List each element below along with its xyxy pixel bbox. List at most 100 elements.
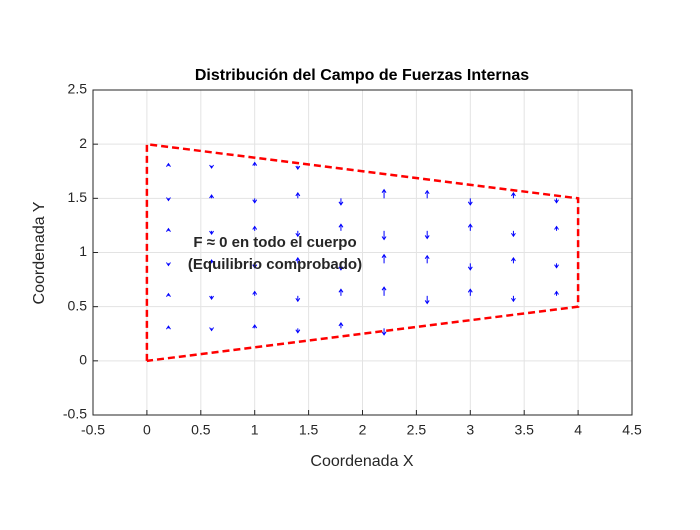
arrow	[209, 327, 214, 332]
arrow-head	[252, 264, 258, 269]
arrow-head	[467, 266, 473, 271]
arrow	[338, 263, 344, 271]
x-tick-label: 1.5	[299, 422, 319, 438]
arrow	[554, 198, 559, 204]
arrow-head	[252, 324, 258, 329]
arrow	[209, 259, 214, 264]
arrow-head	[467, 223, 473, 228]
arrow-head	[511, 297, 516, 303]
arrow-head	[424, 235, 430, 240]
arrow-head	[209, 259, 214, 264]
arrow	[554, 290, 559, 296]
arrow	[252, 324, 258, 329]
arrow-head	[209, 164, 214, 169]
arrow	[467, 198, 473, 206]
arrow	[166, 227, 171, 232]
arrow	[252, 198, 258, 204]
arrow-head	[554, 225, 559, 230]
arrow	[338, 288, 344, 296]
axes-box	[92, 89, 633, 416]
arrow-head	[166, 162, 171, 167]
arrow-head	[166, 227, 171, 232]
arrow-head	[338, 322, 344, 327]
arrow	[511, 192, 516, 199]
arrow-head	[166, 197, 171, 202]
arrow-head	[295, 297, 301, 303]
arrow	[467, 223, 473, 231]
arrow	[554, 225, 559, 231]
y-tick-label: 1	[79, 243, 87, 259]
arrow	[511, 230, 516, 238]
arrow	[252, 225, 258, 231]
x-tick-label: 2	[359, 422, 367, 438]
arrow	[511, 257, 516, 264]
arrow-head	[554, 264, 559, 269]
x-tick-label: 2.5	[407, 422, 427, 438]
arrow	[295, 192, 301, 199]
arrow-head	[338, 223, 344, 228]
arrow	[252, 263, 258, 269]
arrow-head	[252, 225, 258, 230]
arrow	[209, 230, 214, 235]
arrow-head	[295, 232, 301, 238]
arrow	[467, 288, 473, 296]
x-tick-label: 4	[574, 422, 582, 438]
arrow-head	[209, 327, 214, 332]
x-tick-label: 0.5	[191, 422, 211, 438]
arrow-head	[252, 199, 258, 204]
arrow-head	[295, 257, 301, 262]
arrow-head	[511, 192, 516, 197]
x-tick-label: 1	[251, 422, 259, 438]
arrow-head	[424, 189, 430, 195]
arrow-head	[467, 201, 473, 206]
arrow	[252, 161, 258, 166]
arrow	[338, 198, 344, 206]
arrow-head	[381, 236, 387, 241]
arrow-head	[338, 201, 344, 206]
arrow-head	[424, 254, 430, 260]
annotation: (Equilibrio comprobado)	[188, 256, 362, 273]
arrow	[338, 223, 344, 231]
x-tick-label: 0	[143, 422, 151, 438]
arrow-head	[166, 292, 171, 297]
x-axis-label: Coordenada X	[310, 453, 414, 470]
arrow-head	[252, 290, 258, 295]
arrow	[511, 295, 516, 303]
arrow-head	[381, 286, 387, 291]
arrow	[295, 230, 301, 238]
arrow-head	[338, 266, 344, 271]
y-tick-label: 0.5	[68, 297, 88, 313]
arrow-head	[381, 331, 387, 336]
y-tick-label: 0	[79, 352, 87, 368]
x-tick-label: -0.5	[81, 422, 105, 438]
arrow	[209, 295, 214, 300]
arrow	[424, 295, 430, 305]
arrow	[381, 230, 387, 241]
arrow	[166, 262, 171, 267]
arrow	[166, 197, 171, 202]
arrow	[209, 164, 214, 169]
arrow-head	[554, 290, 559, 295]
arrow	[467, 263, 473, 271]
arrow-head	[467, 288, 473, 293]
x-tick-label: 3	[466, 422, 474, 438]
annotation: F ≈ 0 en todo el cuerpo	[193, 234, 356, 251]
y-axis-label: Coordenada Y	[31, 201, 48, 304]
arrow-head	[424, 300, 430, 305]
arrow	[381, 286, 387, 296]
arrow	[338, 322, 344, 329]
arrow	[381, 253, 387, 264]
arrow-head	[295, 165, 301, 170]
chart-title: Distribución del Campo de Fuerzas Intern…	[195, 67, 529, 84]
arrow-head	[209, 194, 214, 199]
arrow	[166, 292, 171, 297]
arrow-head	[381, 188, 387, 193]
arrow-head	[252, 161, 258, 166]
x-tick-label: 3.5	[514, 422, 534, 438]
arrow-head	[209, 230, 214, 235]
arrow-head	[511, 257, 516, 262]
plot-area: -0.5 0 0.5 1 1.5 2 2.5 3 3.5 4 4.5 -0.5 0 0.5 1 1.5 2 2.5	[63, 81, 642, 438]
arrow-head	[338, 288, 344, 293]
